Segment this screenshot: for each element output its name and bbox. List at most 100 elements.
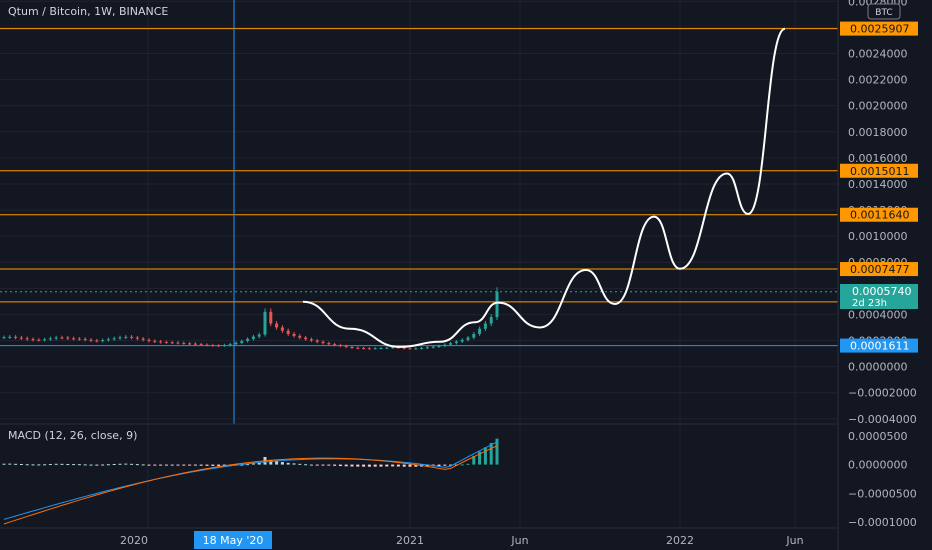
macd-histogram-bar [176, 464, 180, 466]
candle-body [489, 317, 493, 324]
candle-body [106, 339, 110, 341]
macd-histogram-bar [240, 464, 244, 466]
candle-body [286, 330, 290, 334]
candle-body [495, 291, 499, 318]
candle-body [72, 338, 76, 340]
macd-histogram-bar [31, 464, 35, 466]
macd-title: MACD (12, 26, close, 9) [8, 429, 137, 442]
macd-histogram-bar [37, 464, 41, 466]
candle-body [19, 337, 23, 339]
candle-body [228, 344, 232, 346]
price-tick-label: 0.0014000 [848, 178, 908, 191]
macd-histogram-bar [280, 461, 284, 465]
candle-body [425, 347, 429, 349]
price-tick-label: 0.0020000 [848, 100, 908, 113]
price-tick-label: −0.0002000 [848, 387, 917, 400]
macd-histogram-bar [414, 464, 418, 467]
macd-histogram-bar [246, 464, 250, 466]
candle-body [25, 338, 29, 340]
current-price-countdown: 2d 23h [852, 298, 887, 309]
candle-body [478, 328, 482, 334]
macd-plot [2, 438, 499, 525]
candle-body [89, 339, 93, 341]
macd-histogram-bar [112, 464, 116, 466]
macd-histogram-bar [211, 464, 215, 466]
macd-histogram-bar [106, 464, 110, 466]
candle-body [379, 348, 383, 350]
candle-body [240, 341, 244, 343]
candle-body [437, 345, 441, 347]
macd-histogram-bar [483, 447, 487, 465]
macd-histogram-bar [309, 464, 313, 466]
level-label-bg [840, 262, 918, 277]
macd-histogram-bar [188, 464, 192, 466]
candle-body [373, 348, 377, 350]
candle-body [77, 338, 81, 340]
currency-badge[interactable]: BTC [875, 8, 892, 18]
candle-body [170, 342, 174, 344]
macd-histogram-bar [396, 464, 400, 467]
crosshair-time-label: 18 May '20 [203, 534, 264, 547]
macd-histogram-bar [373, 464, 377, 467]
level-label-bg [840, 21, 918, 36]
candle-body [338, 345, 342, 347]
macd-histogram-bar [292, 463, 296, 465]
level-price-label: 0.0007477 [850, 263, 910, 276]
candle-body [420, 347, 424, 349]
candle-body [147, 339, 151, 341]
symbol-title: Qtum / Bitcoin, 1W, BINANCE [8, 5, 168, 18]
time-axis-ticks: 2020 2021 Jun 2022 Jun [120, 534, 804, 547]
candle-body [333, 344, 337, 346]
candle-body [402, 347, 406, 349]
candle-body [141, 338, 145, 340]
candle-body [246, 338, 250, 342]
current-price-label: 0.0005740 [852, 285, 912, 298]
macd-histogram-bar [437, 464, 441, 467]
macd-histogram-bar [257, 463, 261, 465]
level-price-label: 0.0011640 [850, 209, 910, 222]
candle-body [211, 345, 215, 347]
candle-body [130, 336, 134, 338]
candle-body [124, 336, 128, 338]
macd-histogram-bar [153, 464, 157, 466]
macd-axis-ticks: 0.0000500 0.0000000 −0.0000500 −0.0001000 [848, 430, 917, 529]
candle-body [263, 311, 267, 335]
time-tick-label: 2021 [396, 534, 424, 547]
currency-badge-bg[interactable] [867, 3, 901, 20]
candle-body [182, 342, 186, 344]
candle-body [356, 347, 360, 349]
candle-body [251, 336, 255, 339]
candle-body [217, 345, 221, 347]
candle-body [321, 341, 325, 344]
level-price-label: 0.0015011 [850, 165, 910, 178]
level-label-bg [840, 338, 918, 353]
candle-body [48, 338, 52, 340]
level-label-bg [840, 163, 918, 178]
macd-histogram-bar [101, 464, 105, 466]
candle-body [449, 343, 453, 345]
candle-body [408, 348, 412, 350]
candle-body [164, 342, 168, 344]
macd-histogram-bar [338, 464, 342, 467]
macd-tick-label: 0.0000500 [848, 430, 908, 443]
candle-body [280, 327, 284, 331]
candle-body [112, 338, 116, 340]
macd-histogram-bar [327, 464, 331, 466]
macd-histogram-bar [344, 464, 348, 467]
macd-histogram-bar [205, 464, 209, 466]
candle-body [385, 347, 389, 349]
candle-body [466, 337, 470, 340]
macd-histogram-bar [350, 464, 354, 467]
price-tick-label: 0.0024000 [848, 47, 908, 60]
candle-body [414, 348, 418, 350]
macd-histogram-bar [118, 463, 122, 465]
macd-histogram-bar [362, 464, 366, 467]
candle-body [391, 347, 395, 349]
macd-histogram-bar [478, 451, 482, 465]
macd-histogram-bar [48, 464, 52, 466]
macd-histogram-bar [25, 464, 29, 466]
candle-body [269, 311, 273, 324]
macd-histogram-bar [130, 463, 134, 465]
macd-histogram-bar [333, 464, 337, 466]
